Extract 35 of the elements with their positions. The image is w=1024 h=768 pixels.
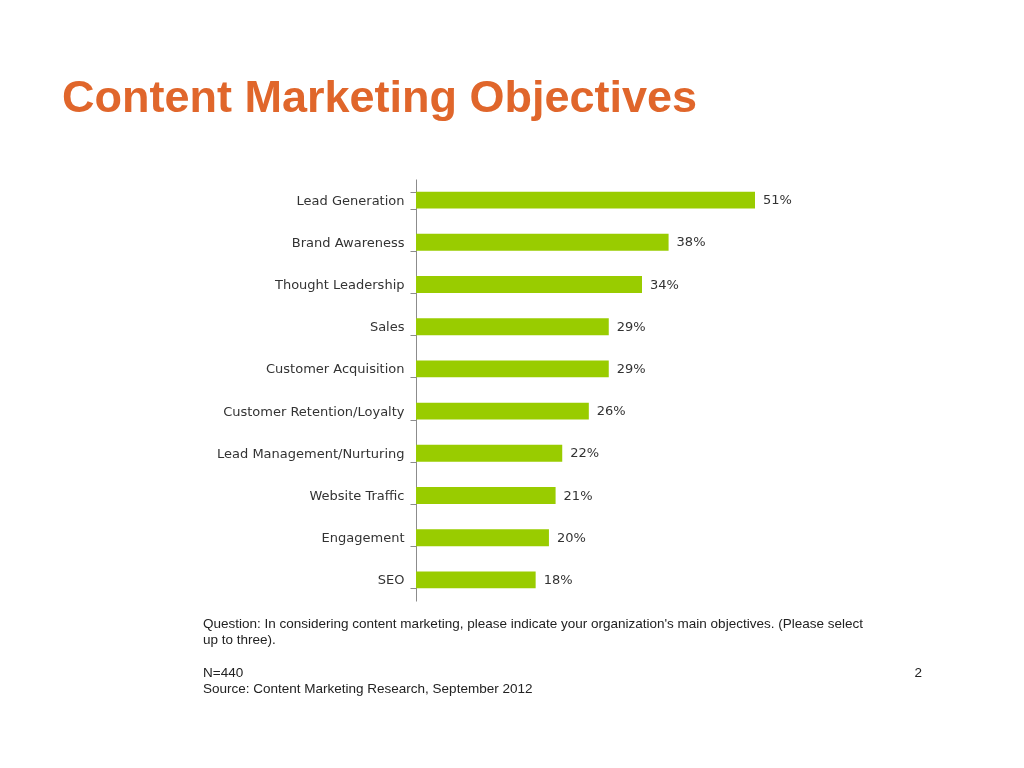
data-label: 29% <box>616 318 646 334</box>
data-label: 38% <box>676 234 706 250</box>
bar <box>416 191 755 209</box>
source-note: Source: Content Marketing Research, September 2012 <box>203 681 533 696</box>
y-tick-label: Lead Generation <box>296 192 405 208</box>
bar <box>416 529 549 547</box>
chart-title: Content Marketing Objectives <box>62 71 698 122</box>
bar <box>416 276 642 293</box>
data-label: 20% <box>556 529 586 545</box>
bar <box>416 444 563 462</box>
y-tick-label: Lead Management/Nurturing <box>217 445 405 461</box>
y-tick-label: SEO <box>377 572 405 588</box>
data-label: 22% <box>570 445 600 461</box>
data-label: 51% <box>763 192 792 208</box>
data-label: 18% <box>543 571 573 587</box>
y-tick-label: Brand Awareness <box>291 234 405 250</box>
y-tick-label: Engagement <box>321 530 405 546</box>
y-tick-label: Customer Retention/Loyalty <box>223 403 405 419</box>
text: 2 <box>914 665 922 680</box>
y-tick-label: Sales <box>369 319 405 335</box>
bar <box>416 318 609 336</box>
bar <box>416 487 556 504</box>
data-label: 21% <box>563 487 593 503</box>
data-label: 26% <box>596 403 626 419</box>
data-label: 34% <box>650 276 679 292</box>
bar <box>416 233 669 251</box>
text: N=440 <box>203 665 244 680</box>
y-tick-label: Thought Leadership <box>273 277 405 292</box>
text: Question: In considering content marketing, please indicate your organization's main objectives. (Please select up to three). <box>203 616 864 647</box>
bar <box>416 571 536 589</box>
data-label: 29% <box>616 360 646 376</box>
bar <box>416 402 589 420</box>
y-tick-label: Website Traffic <box>309 488 405 503</box>
bar <box>416 360 609 378</box>
y-tick-label: Customer Acquisition <box>266 361 405 377</box>
